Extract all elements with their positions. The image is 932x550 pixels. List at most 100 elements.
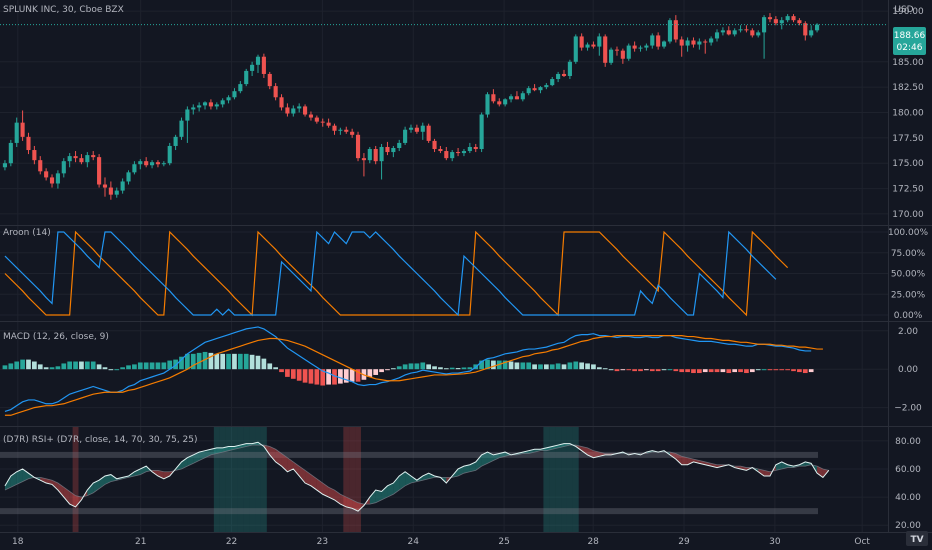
- rsi-tick-label: 60.00: [895, 465, 921, 475]
- macd-histogram-bar: [8, 363, 14, 370]
- currency-label[interactable]: USD: [894, 5, 913, 15]
- rsi-extreme-highlight: [213, 427, 220, 532]
- rsi-extreme-highlight: [561, 427, 567, 532]
- macd-histogram-bar: [173, 359, 178, 370]
- macd-histogram-bar: [243, 353, 249, 370]
- macd-histogram-bar: [379, 369, 384, 373]
- candle-up: [338, 129, 343, 131]
- aroon-pane-title[interactable]: Aroon (14): [3, 228, 51, 238]
- macd-histogram-bar: [585, 363, 590, 370]
- candle-down: [414, 127, 419, 132]
- candle-up: [709, 38, 714, 43]
- macd-histogram-bar: [714, 369, 720, 373]
- rsi-fill: [210, 447, 217, 455]
- aroon-tick-label: 0.00%: [894, 311, 923, 321]
- candle-up: [120, 181, 125, 191]
- candle-down: [767, 17, 773, 20]
- tradingview-logo[interactable]: TV: [906, 531, 928, 546]
- aroon-tick-label: 100.00%: [888, 228, 928, 238]
- macd-histogram-bar: [649, 369, 655, 372]
- candle-up: [202, 102, 208, 106]
- rsi-fill: [22, 468, 29, 482]
- candle-up: [550, 79, 555, 86]
- macd-histogram-bar: [502, 360, 508, 370]
- rsi-extreme-highlight: [72, 427, 79, 532]
- macd-histogram-bar: [232, 353, 237, 370]
- macd-histogram-bar: [90, 361, 96, 370]
- macd-histogram-bar: [179, 356, 184, 370]
- candle-up: [609, 49, 614, 63]
- rsi-fill: [110, 474, 117, 482]
- candle-up: [526, 88, 531, 94]
- candle-up: [538, 87, 543, 91]
- rsi-extreme-highlight: [260, 427, 267, 532]
- macd-histogram-bar: [755, 369, 761, 371]
- time-tick-label: 18: [12, 537, 24, 547]
- candle-up: [367, 149, 372, 161]
- candle-up: [650, 35, 655, 46]
- rsi-fill: [63, 487, 70, 505]
- pane-separators[interactable]: [0, 0, 932, 533]
- rsi-fill: [299, 466, 306, 484]
- macd-histogram-bar: [620, 369, 626, 371]
- candle-up: [297, 106, 302, 109]
- rsi-fill: [758, 468, 765, 476]
- macd-histogram-bar: [532, 364, 537, 370]
- rsi-fill: [181, 457, 188, 469]
- macd-histogram-bar: [561, 364, 567, 370]
- macd-histogram-bar: [426, 364, 432, 370]
- candle-down: [326, 122, 331, 126]
- candle-up: [544, 85, 549, 88]
- macd-histogram-bar: [579, 362, 585, 370]
- price-axes[interactable]: 190.00 185.00 182.50 180.00 177.50 175.00 172.…: [888, 7, 928, 531]
- macd-histogram-bar: [237, 353, 243, 370]
- macd-histogram-bar: [202, 351, 208, 370]
- macd-histogram-bar: [685, 369, 690, 373]
- rsi-fill: [358, 502, 364, 512]
- rsi-fill: [340, 494, 347, 507]
- candle-down: [355, 134, 361, 159]
- macd-histogram-bar: [443, 368, 449, 370]
- price-tick-label: 175.00: [892, 159, 924, 169]
- candle-down: [385, 146, 390, 153]
- candle-down: [361, 158, 366, 161]
- candle-up: [520, 93, 525, 100]
- rsi-fill: [669, 452, 676, 460]
- rsi-fill: [475, 454, 482, 471]
- macd-histogram-bar: [797, 369, 802, 373]
- candle-up: [638, 47, 643, 49]
- macd-histogram-bar: [338, 369, 343, 384]
- macd-histogram-bar: [526, 362, 532, 370]
- rsi-fill: [481, 452, 488, 467]
- candle-down: [791, 16, 796, 21]
- rsi-line: [4, 441, 830, 512]
- macd-histogram-bar: [520, 362, 526, 370]
- candle-up: [197, 105, 202, 108]
- rsi-series: [0, 441, 830, 515]
- rsi-extreme-highlight: [249, 427, 256, 532]
- candle-down: [332, 125, 337, 131]
- macd-histogram-bar: [102, 367, 108, 370]
- signal-line: [4, 335, 823, 416]
- time-tick-label: 30: [769, 537, 781, 547]
- macd-histogram-bar: [596, 367, 602, 370]
- time-axis[interactable]: 18 21 22 23 24 25 28 29 30 Oct: [12, 537, 870, 547]
- rsi-extreme-highlight: [349, 427, 356, 532]
- macd-histogram-bar: [314, 369, 320, 385]
- symbol-title[interactable]: SPLUNK INC, 30, Cboe BZX: [3, 5, 124, 15]
- bar-countdown-label: 02:46: [897, 43, 923, 53]
- macd-histogram-bar: [744, 369, 749, 374]
- macd-histogram-bar: [261, 358, 267, 370]
- candle-down: [314, 117, 319, 122]
- macd-histogram-bar: [84, 361, 90, 370]
- macd-pane-title[interactable]: MACD (12, 26, close, 9): [3, 332, 109, 342]
- rsi-pane-title[interactable]: (D7R) RSI+ (D7R, close, 14, 70, 30, 75, …: [3, 435, 198, 445]
- macd-histogram-bar: [467, 367, 473, 370]
- price-badge: 188.66 02:46: [893, 27, 926, 55]
- macd-histogram-bar: [308, 369, 314, 384]
- rsi-fill: [681, 456, 688, 465]
- rsi-extreme-highlight: [237, 427, 244, 532]
- candlestick-series: [0, 13, 888, 200]
- macd-histogram-bar: [14, 361, 20, 370]
